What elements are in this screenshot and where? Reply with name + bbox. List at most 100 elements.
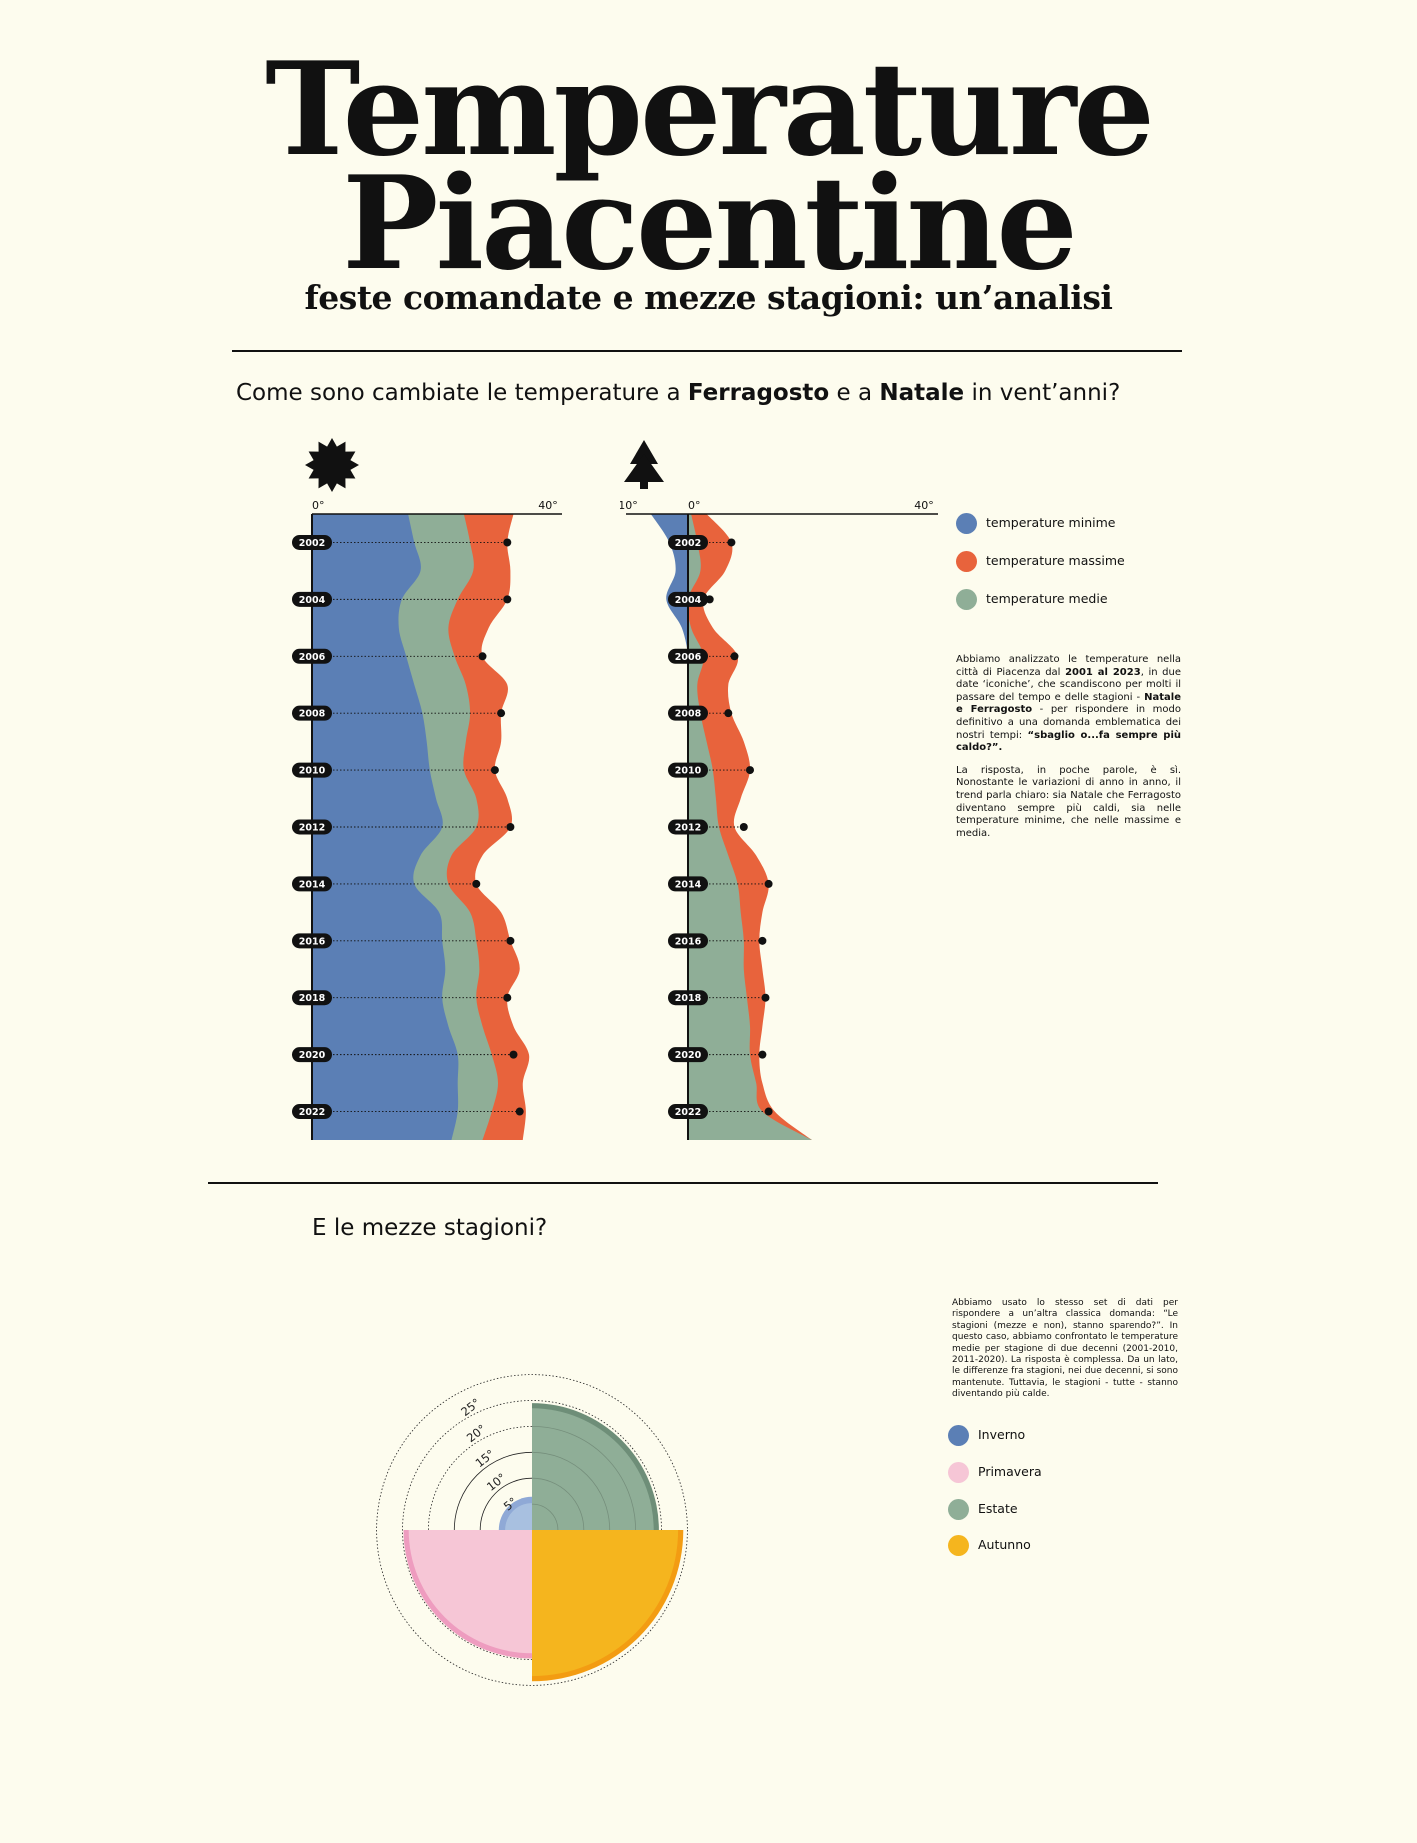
radial-tick-label: 15° xyxy=(473,1447,498,1471)
ferragosto-year-pill xyxy=(292,648,332,664)
natale-tree-icon xyxy=(624,440,664,489)
natale-year-label: 2006 xyxy=(675,652,702,663)
ferragosto-year-pill xyxy=(292,1104,332,1120)
natale-max-marker xyxy=(727,538,736,547)
ferragosto-year-pill xyxy=(292,819,332,835)
ferragosto-year-pill xyxy=(292,1047,332,1063)
natale-tick-label: 0° xyxy=(688,499,701,512)
section1-description-p1: Abbiamo analizzato le temperature nella … xyxy=(956,654,1181,754)
natale-year-pill xyxy=(668,648,708,664)
natale-year-pill xyxy=(668,591,708,607)
legend-label-inverno: Inverno xyxy=(978,1427,1026,1442)
ferragosto-year-pill xyxy=(292,762,332,778)
ferragosto-max-marker xyxy=(478,652,487,661)
natale-max-marker xyxy=(764,879,773,888)
natale-year-pill xyxy=(668,705,708,721)
natale-year-pill xyxy=(668,933,708,949)
natale-year-label: 2022 xyxy=(675,1107,701,1118)
legend-dot-inverno xyxy=(948,1425,969,1446)
ferragosto-year-pill xyxy=(292,534,332,550)
ferragosto-max-marker xyxy=(506,823,515,831)
ferragosto-max-marker xyxy=(515,1107,524,1116)
natale-year-label: 2012 xyxy=(675,823,701,834)
natale-max-marker xyxy=(764,1107,773,1116)
ferragosto-year-label: 2002 xyxy=(299,538,325,549)
ferragosto-sun-shape xyxy=(305,438,359,492)
legend-dot-estate xyxy=(948,1499,969,1520)
natale-tick-label: -10° xyxy=(620,499,638,512)
natale-max-marker xyxy=(758,936,767,945)
section1-description-p2: La risposta, in poche parole, è sì. Nono… xyxy=(956,764,1181,839)
section-divider xyxy=(208,1182,1158,1184)
wedge-estate-2001-2010 xyxy=(532,1408,654,1530)
natale-tree-top xyxy=(630,440,658,464)
ferragosto-max-marker xyxy=(472,879,481,888)
natale-year-pill xyxy=(668,534,708,550)
ferragosto-max-marker xyxy=(503,538,512,547)
ferragosto-year-pill xyxy=(292,990,332,1006)
natale-tree-bottom xyxy=(624,454,664,482)
wedge-primavera-2001-2010 xyxy=(408,1530,532,1654)
natale-year-label: 2002 xyxy=(675,538,701,549)
ferragosto-year-pill xyxy=(292,933,332,949)
estate-grid-arc xyxy=(531,1503,559,1531)
natale-area-temperature-medie xyxy=(687,514,812,1140)
radial-tick-label: 10° xyxy=(484,1470,509,1494)
legend-label-minime: temperature minime xyxy=(986,515,1116,530)
section1-description: Abbiamo analizzato le temperature nella … xyxy=(956,654,1181,850)
natale-year-label: 2018 xyxy=(675,993,702,1004)
natale-year-label: 2004 xyxy=(675,595,702,606)
ferragosto-tick-label: 0° xyxy=(312,499,325,512)
ferragosto-year-label: 2010 xyxy=(299,766,326,777)
natale-year-label: 2014 xyxy=(675,879,702,890)
natale-year-label: 2020 xyxy=(675,1050,702,1061)
wedge-inverno-2001-2010 xyxy=(505,1503,532,1530)
ferragosto-area-temperature-minime xyxy=(312,514,459,1140)
seasons-radial-chart: 5°10°15°20°25° xyxy=(376,1374,688,1686)
legend-dot-minime xyxy=(956,513,977,534)
wedge-autunno-2001-2010 xyxy=(532,1530,679,1677)
natale-max-marker xyxy=(724,709,733,718)
estate-grid-arc xyxy=(531,1477,585,1531)
natale-year-pill xyxy=(668,762,708,778)
legend-dot-medie xyxy=(956,589,977,610)
natale-max-marker xyxy=(761,993,770,1002)
natale-year-pill xyxy=(668,990,708,1006)
header-divider xyxy=(232,350,1182,352)
subtitle: feste comandate e mezze stagioni: un’ana… xyxy=(304,278,1113,317)
title-line-1: Temperature xyxy=(265,35,1155,185)
natale-year-pill xyxy=(668,1047,708,1063)
radial-tick-label: 20° xyxy=(464,1422,489,1446)
ferragosto-year-label: 2014 xyxy=(299,879,326,890)
natale-tree-trunk xyxy=(640,482,648,489)
natale-year-pill xyxy=(668,819,708,835)
ferragosto-year-label: 2016 xyxy=(299,936,326,947)
legend-label-medie: temperature medie xyxy=(986,591,1108,606)
ferragosto-sun-icon xyxy=(305,438,359,492)
radial-ring-outer xyxy=(376,1374,688,1686)
ferragosto-max-marker xyxy=(497,709,506,718)
radial-tick-label: 25° xyxy=(458,1395,483,1419)
ferragosto-year-pill xyxy=(292,876,332,892)
ferragosto-year-label: 2022 xyxy=(299,1107,325,1118)
ferragosto-year-label: 2012 xyxy=(299,823,325,834)
ferragosto-tick-label: 40° xyxy=(538,499,558,512)
natale-year-pill xyxy=(668,876,708,892)
section1-question: Come sono cambiate le temperature a Ferr… xyxy=(236,380,1121,406)
natale-tick-label: 40° xyxy=(914,499,934,512)
legend-label-estate: Estate xyxy=(978,1501,1018,1516)
legend-dot-massime xyxy=(956,551,977,572)
ferragosto-max-marker xyxy=(509,1050,518,1059)
natale-max-marker xyxy=(758,1050,767,1059)
legend-label-autunno: Autunno xyxy=(978,1537,1031,1552)
estate-grid-arc xyxy=(531,1451,611,1531)
ferragosto-year-label: 2004 xyxy=(299,595,326,606)
section2-question: E le mezze stagioni? xyxy=(312,1215,548,1241)
natale-year-label: 2010 xyxy=(675,766,702,777)
natale-chart: -10° 0° 40° 2002 2004 2006 2008 2010 2012 2014 201… xyxy=(620,440,938,1140)
ferragosto-max-marker xyxy=(503,993,512,1002)
natale-max-marker xyxy=(746,766,754,775)
legend-label-massime: temperature massime xyxy=(986,553,1125,568)
natale-year-label: 2016 xyxy=(675,936,702,947)
section2-description: Abbiamo usato lo stesso set di dati per … xyxy=(952,1298,1178,1400)
